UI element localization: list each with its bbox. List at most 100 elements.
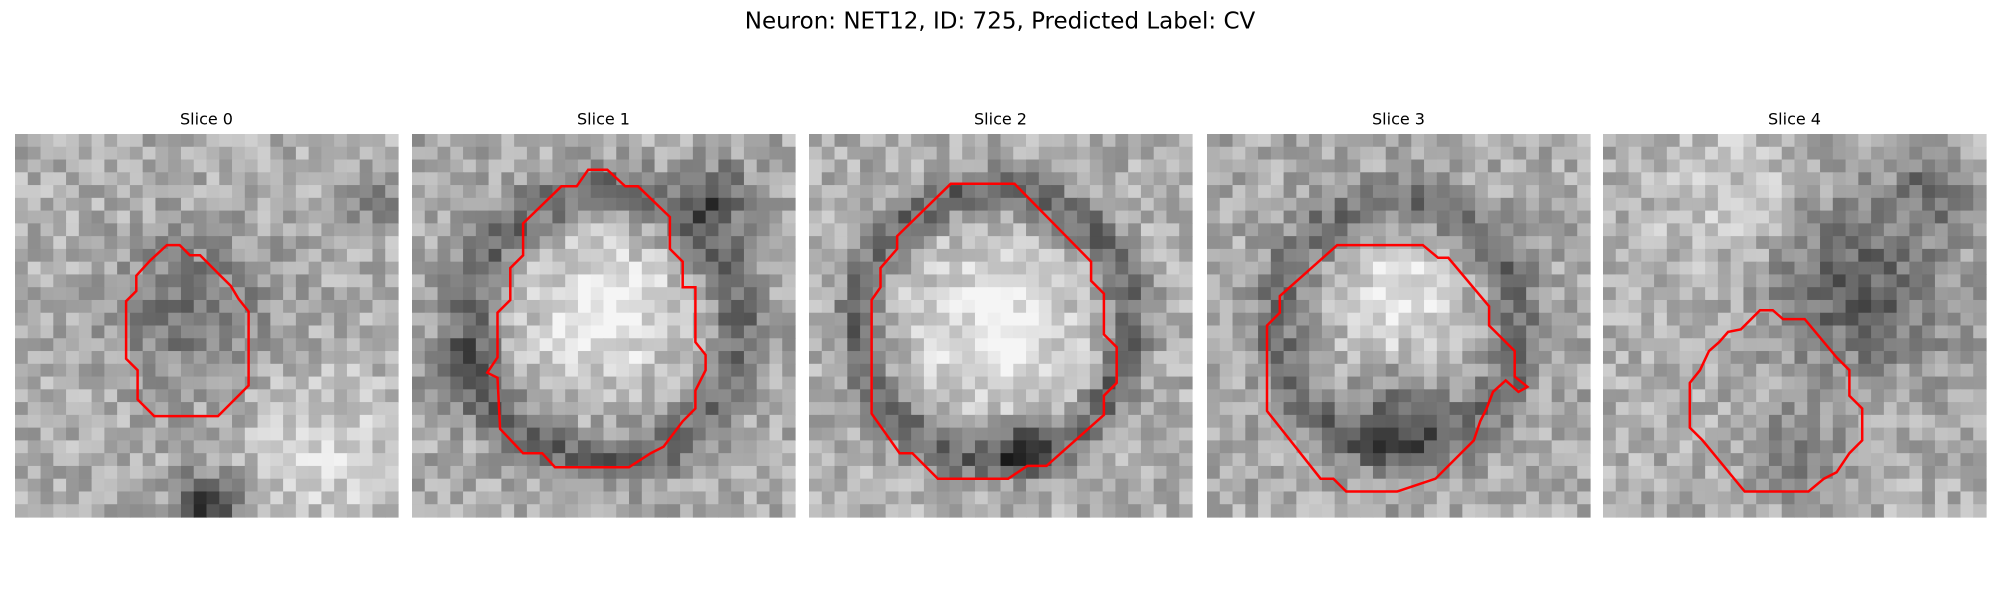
image-pixel xyxy=(117,223,131,237)
image-pixel xyxy=(346,172,361,186)
image-pixel xyxy=(424,376,439,390)
image-pixel xyxy=(526,172,541,186)
image-pixel xyxy=(206,389,220,403)
image-pixel xyxy=(334,197,348,212)
image-pixel xyxy=(40,414,54,429)
image-pixel xyxy=(1820,274,1834,288)
image-pixel xyxy=(1526,414,1540,429)
image-pixel xyxy=(142,363,157,378)
image-pixel xyxy=(1449,376,1463,390)
image-pixel xyxy=(1398,287,1412,301)
image-pixel xyxy=(1845,236,1859,250)
image-pixel xyxy=(180,491,195,505)
image-pixel xyxy=(359,351,374,365)
image-pixel xyxy=(1858,312,1872,327)
image-pixel xyxy=(1102,414,1116,429)
image-pixel xyxy=(1500,299,1514,314)
image-pixel xyxy=(1654,236,1668,250)
image-pixel xyxy=(1102,185,1116,199)
image-pixel xyxy=(1115,236,1129,250)
image-pixel xyxy=(488,312,502,327)
image-pixel xyxy=(1717,223,1732,237)
image-pixel xyxy=(155,146,169,161)
image-pixel xyxy=(1245,376,1259,390)
image-pixel xyxy=(1089,299,1104,314)
image-pixel xyxy=(1258,465,1272,480)
image-pixel xyxy=(244,338,259,352)
image-pixel xyxy=(1296,287,1310,301)
image-pixel xyxy=(463,287,477,301)
image-pixel xyxy=(1705,414,1719,429)
image-pixel xyxy=(1207,274,1221,288)
image-pixel xyxy=(1768,146,1783,161)
image-pixel xyxy=(1628,312,1642,327)
image-pixel xyxy=(1334,274,1349,288)
image-pixel xyxy=(1411,274,1425,288)
image-pixel xyxy=(1526,491,1540,505)
image-pixel xyxy=(283,351,297,365)
image-pixel xyxy=(1232,478,1246,493)
image-pixel xyxy=(283,491,297,505)
image-pixel xyxy=(667,351,681,365)
image-pixel xyxy=(1153,223,1168,237)
image-pixel xyxy=(488,287,502,301)
image-pixel xyxy=(257,376,271,390)
image-pixel xyxy=(1013,274,1027,288)
image-pixel xyxy=(1730,453,1745,467)
image-pixel xyxy=(898,504,912,518)
image-pixel xyxy=(155,440,169,454)
image-pixel xyxy=(565,223,579,237)
image-pixel xyxy=(412,210,426,224)
image-pixel xyxy=(565,414,579,429)
image-pixel xyxy=(206,325,220,339)
image-pixel xyxy=(1820,197,1834,212)
image-pixel xyxy=(539,427,554,441)
image-pixel xyxy=(1538,236,1553,250)
image-pixel xyxy=(1883,325,1898,339)
image-pixel xyxy=(809,414,823,429)
image-pixel xyxy=(321,134,335,148)
image-pixel xyxy=(308,376,322,390)
image-pixel xyxy=(1896,402,1910,416)
image-pixel xyxy=(1219,325,1234,339)
image-pixel xyxy=(1705,504,1719,518)
image-pixel xyxy=(1296,146,1310,161)
image-pixel xyxy=(412,312,426,327)
image-pixel xyxy=(987,440,1002,454)
image-pixel xyxy=(321,453,335,467)
image-pixel xyxy=(1166,223,1180,237)
image-pixel xyxy=(1089,389,1104,403)
image-pixel xyxy=(1321,146,1336,161)
image-pixel xyxy=(1487,248,1502,263)
image-pixel xyxy=(743,223,758,237)
image-pixel xyxy=(475,159,490,173)
image-pixel xyxy=(1475,363,1489,378)
image-pixel xyxy=(1000,287,1014,301)
image-pixel xyxy=(450,351,464,365)
image-pixel xyxy=(1436,134,1451,148)
image-pixel xyxy=(1794,504,1808,518)
image-pixel xyxy=(1411,414,1425,429)
image-pixel xyxy=(552,478,566,493)
image-pixel xyxy=(526,146,541,161)
image-pixel xyxy=(1309,414,1323,429)
image-pixel xyxy=(1641,440,1655,454)
image-pixel xyxy=(1551,453,1566,467)
image-pixel xyxy=(1845,363,1859,378)
image-pixel xyxy=(1526,172,1540,186)
image-pixel xyxy=(283,287,297,301)
image-pixel xyxy=(1947,159,1962,173)
image-pixel xyxy=(1666,159,1681,173)
image-pixel xyxy=(180,274,195,288)
image-pixel xyxy=(731,414,745,429)
image-pixel xyxy=(117,261,131,276)
image-pixel xyxy=(1347,351,1361,365)
image-pixel xyxy=(1296,236,1310,250)
image-pixel xyxy=(641,134,656,148)
image-pixel xyxy=(603,351,617,365)
image-pixel xyxy=(1424,312,1438,327)
image-pixel xyxy=(847,274,861,288)
image-pixel xyxy=(1934,248,1949,263)
image-pixel xyxy=(1730,338,1745,352)
image-pixel xyxy=(1140,389,1155,403)
